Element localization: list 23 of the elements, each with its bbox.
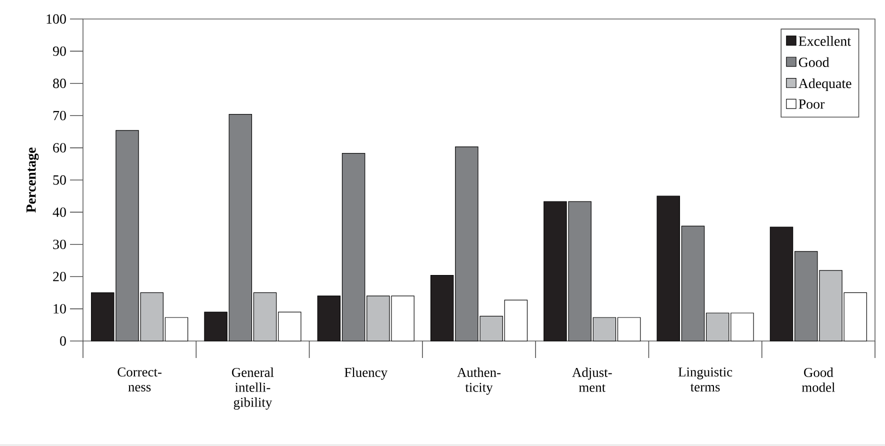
y-tick-label: 20	[53, 272, 66, 282]
y-axis-title: Percentage	[26, 148, 39, 213]
y-tick-label: 80	[53, 78, 66, 88]
x-tick-label: Correct- ness	[118, 368, 162, 392]
y-tick-label: 100	[46, 14, 66, 24]
y-tick-label: 40	[52, 207, 66, 217]
legend-label: Poor	[798, 100, 825, 109]
y-tick-label: 10	[54, 304, 66, 314]
y-tick-label: 30	[53, 240, 66, 250]
x-tick-label: Linguistic terms	[678, 368, 732, 392]
y-tick-label: 0	[60, 336, 66, 346]
x-tick-label: Good model	[802, 368, 835, 392]
y-tick-label: 70	[53, 110, 66, 120]
legend-label: Excellent	[798, 36, 851, 46]
x-tick-label: Authen- ticity	[457, 368, 501, 395]
x-tick-label: Adjust- ment	[572, 368, 612, 392]
y-tick-label: 60	[53, 143, 66, 153]
x-tick-label: Fluency	[344, 368, 388, 380]
y-tick-label: 50	[53, 175, 66, 185]
y-tick-label: 90	[52, 46, 66, 56]
legend-label: Adequate	[798, 78, 852, 92]
legend-label: Good	[798, 57, 830, 68]
x-tick-label: General intelli- gibility	[232, 368, 274, 410]
